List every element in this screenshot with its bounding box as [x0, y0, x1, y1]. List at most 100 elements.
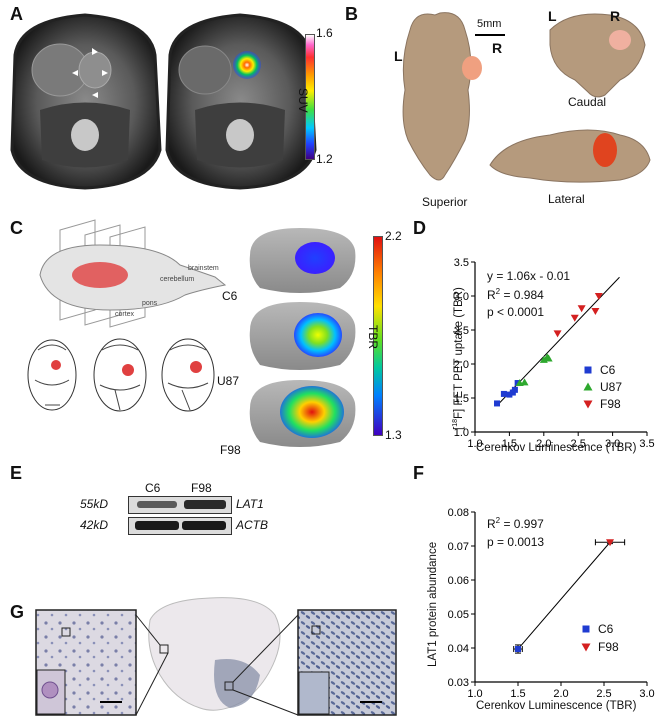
chart-d-xlabel: Cerenkov Luminescence (TBR) — [476, 442, 637, 454]
x-tick-label: 2.5 — [571, 438, 586, 450]
brain-outline — [39, 244, 227, 311]
point-f98 — [606, 539, 615, 547]
chart-d-ylabel: [18F] FET PET uptake (TBR) — [452, 287, 465, 430]
chart-f-ylabel: LAT1 protein abundance — [427, 541, 439, 667]
cerebellum-label: cerebellum — [160, 276, 195, 283]
x-tick-label: 3.5 — [639, 438, 654, 450]
point-f98 — [594, 293, 603, 300]
point-c6 — [511, 386, 518, 393]
panel-f-letter: F — [413, 463, 424, 483]
legend-marker-c6 — [582, 625, 590, 633]
y-tick-label: 0.08 — [448, 507, 469, 519]
panel-c-anatomy-diagram — [27, 219, 227, 412]
point-c6 — [494, 400, 501, 407]
row-label-u87: U87 — [217, 374, 240, 388]
legend-marker-f98 — [583, 400, 593, 409]
row-label-f98: F98 — [220, 443, 241, 457]
point-f98 — [570, 314, 579, 322]
legend-marker-c6 — [584, 366, 592, 374]
y-tick-label: 3.5 — [454, 257, 469, 269]
band-size-actb: 42kD — [80, 518, 109, 532]
panel-a-mri-images — [10, 13, 317, 190]
legend-marker-u87 — [583, 382, 593, 391]
gene-label-lat1: LAT1 — [236, 497, 264, 511]
point-f98 — [591, 307, 600, 315]
x-tick-label: 1.5 — [510, 688, 525, 700]
chart-f-legend-c6: C6 — [598, 622, 614, 636]
chart-f-pvalue: p = 0.0013 — [487, 535, 545, 549]
suv-colorbar-label: SUV — [296, 88, 310, 113]
chart-f-r2: R2 = 0.997 — [487, 516, 544, 531]
western-blot-actb — [128, 517, 232, 535]
x-tick-label: 3.0 — [639, 688, 654, 700]
point-c6 — [500, 390, 507, 397]
chart-f-legend-f98: F98 — [598, 640, 619, 654]
y-tick-label: 0.05 — [448, 609, 469, 621]
tbr-colorbar-max: 2.2 — [385, 229, 402, 243]
lane-label-c6: C6 — [145, 481, 161, 495]
chart-d-scatter: 1.0 1.5 2.0 2.5 3.0 3.5 1.0 1.5 2.0 2.5 3.0 3.5 — [454, 257, 655, 450]
panel-g-histology — [35, 597, 397, 716]
tbr-colorbar-label: TBR — [366, 325, 380, 349]
chart-d-legend-u87: U87 — [600, 380, 623, 394]
y-tick-label: 1.0 — [454, 427, 469, 439]
point-f98 — [553, 330, 562, 338]
brain-lateral-view — [489, 129, 651, 183]
cortex-label: cortex — [115, 311, 135, 318]
panel-e-letter: E — [10, 463, 23, 483]
panel-a-letter: A — [10, 4, 23, 24]
lane-label-f98: F98 — [191, 481, 212, 495]
panel-g-letter: G — [10, 602, 25, 622]
point-f98 — [577, 305, 586, 313]
panel-b-letter: B — [345, 4, 358, 24]
fit-line — [517, 541, 611, 650]
x-tick-label: 3.0 — [605, 438, 620, 450]
x-tick-label: 1.5 — [502, 438, 517, 450]
point-c6 — [515, 646, 521, 653]
point-u87 — [520, 378, 529, 386]
chart-f-scatter: 1.0 1.5 2.0 2.5 3.0 0.03 0.04 0.05 0.06 0.07 0.08 — [448, 507, 655, 700]
y-tick-label: 0.03 — [448, 677, 469, 689]
panel-c-pet-slices — [249, 228, 356, 447]
scale-bar-label: 5mm — [477, 18, 502, 30]
gene-label-actb: ACTB — [236, 518, 269, 532]
panel-c-letter: C — [10, 218, 23, 238]
x-tick-label: 2.0 — [536, 438, 551, 450]
caudal-left-marker: L — [548, 8, 557, 24]
pons-label: pons — [142, 300, 158, 307]
x-tick-label: 2.0 — [553, 688, 568, 700]
x-tick-label: 1.0 — [467, 688, 482, 700]
point-u87 — [544, 354, 553, 362]
chart-d-legend-c6: C6 — [600, 363, 616, 377]
superior-right-marker: R — [492, 40, 503, 56]
lateral-label: Lateral — [548, 192, 585, 206]
coronal-sections — [27, 338, 215, 412]
chart-d-legend-f98: F98 — [600, 397, 621, 411]
pet-hotspot — [233, 51, 261, 79]
y-tick-label: 2.5 — [454, 325, 469, 337]
x-tick-label: 1.0 — [467, 438, 482, 450]
band-size-lat1: 55kD — [80, 497, 109, 511]
tumor-region — [72, 262, 128, 288]
western-blot-lat1 — [128, 496, 232, 514]
y-tick-label: 0.07 — [448, 541, 469, 553]
y-tick-label: 2.0 — [454, 359, 469, 371]
superior-label: Superior — [422, 195, 468, 209]
superior-left-marker: L — [394, 48, 403, 64]
caudal-right-marker: R — [610, 8, 621, 24]
chart-f-xlabel: Cerenkov Luminescence (TBR) — [476, 700, 637, 712]
panel-d-letter: D — [413, 218, 426, 238]
row-label-c6: C6 — [222, 289, 238, 303]
x-tick-label: 2.5 — [596, 688, 611, 700]
chart-d-pvalue: p < 0.0001 — [487, 305, 545, 319]
brain-caudal-view — [549, 13, 646, 98]
y-tick-label: 0.04 — [448, 643, 469, 655]
suv-colorbar — [305, 34, 315, 160]
panel-b-3d-renderings — [402, 12, 651, 183]
legend-marker-f98 — [581, 643, 591, 652]
point-c6 — [506, 391, 513, 398]
caudal-label: Caudal — [568, 95, 607, 109]
chart-d-r2: R2 = 0.984 — [487, 287, 544, 302]
y-tick-label: 0.06 — [448, 575, 469, 587]
brainstem-label: brainstem — [188, 265, 219, 272]
